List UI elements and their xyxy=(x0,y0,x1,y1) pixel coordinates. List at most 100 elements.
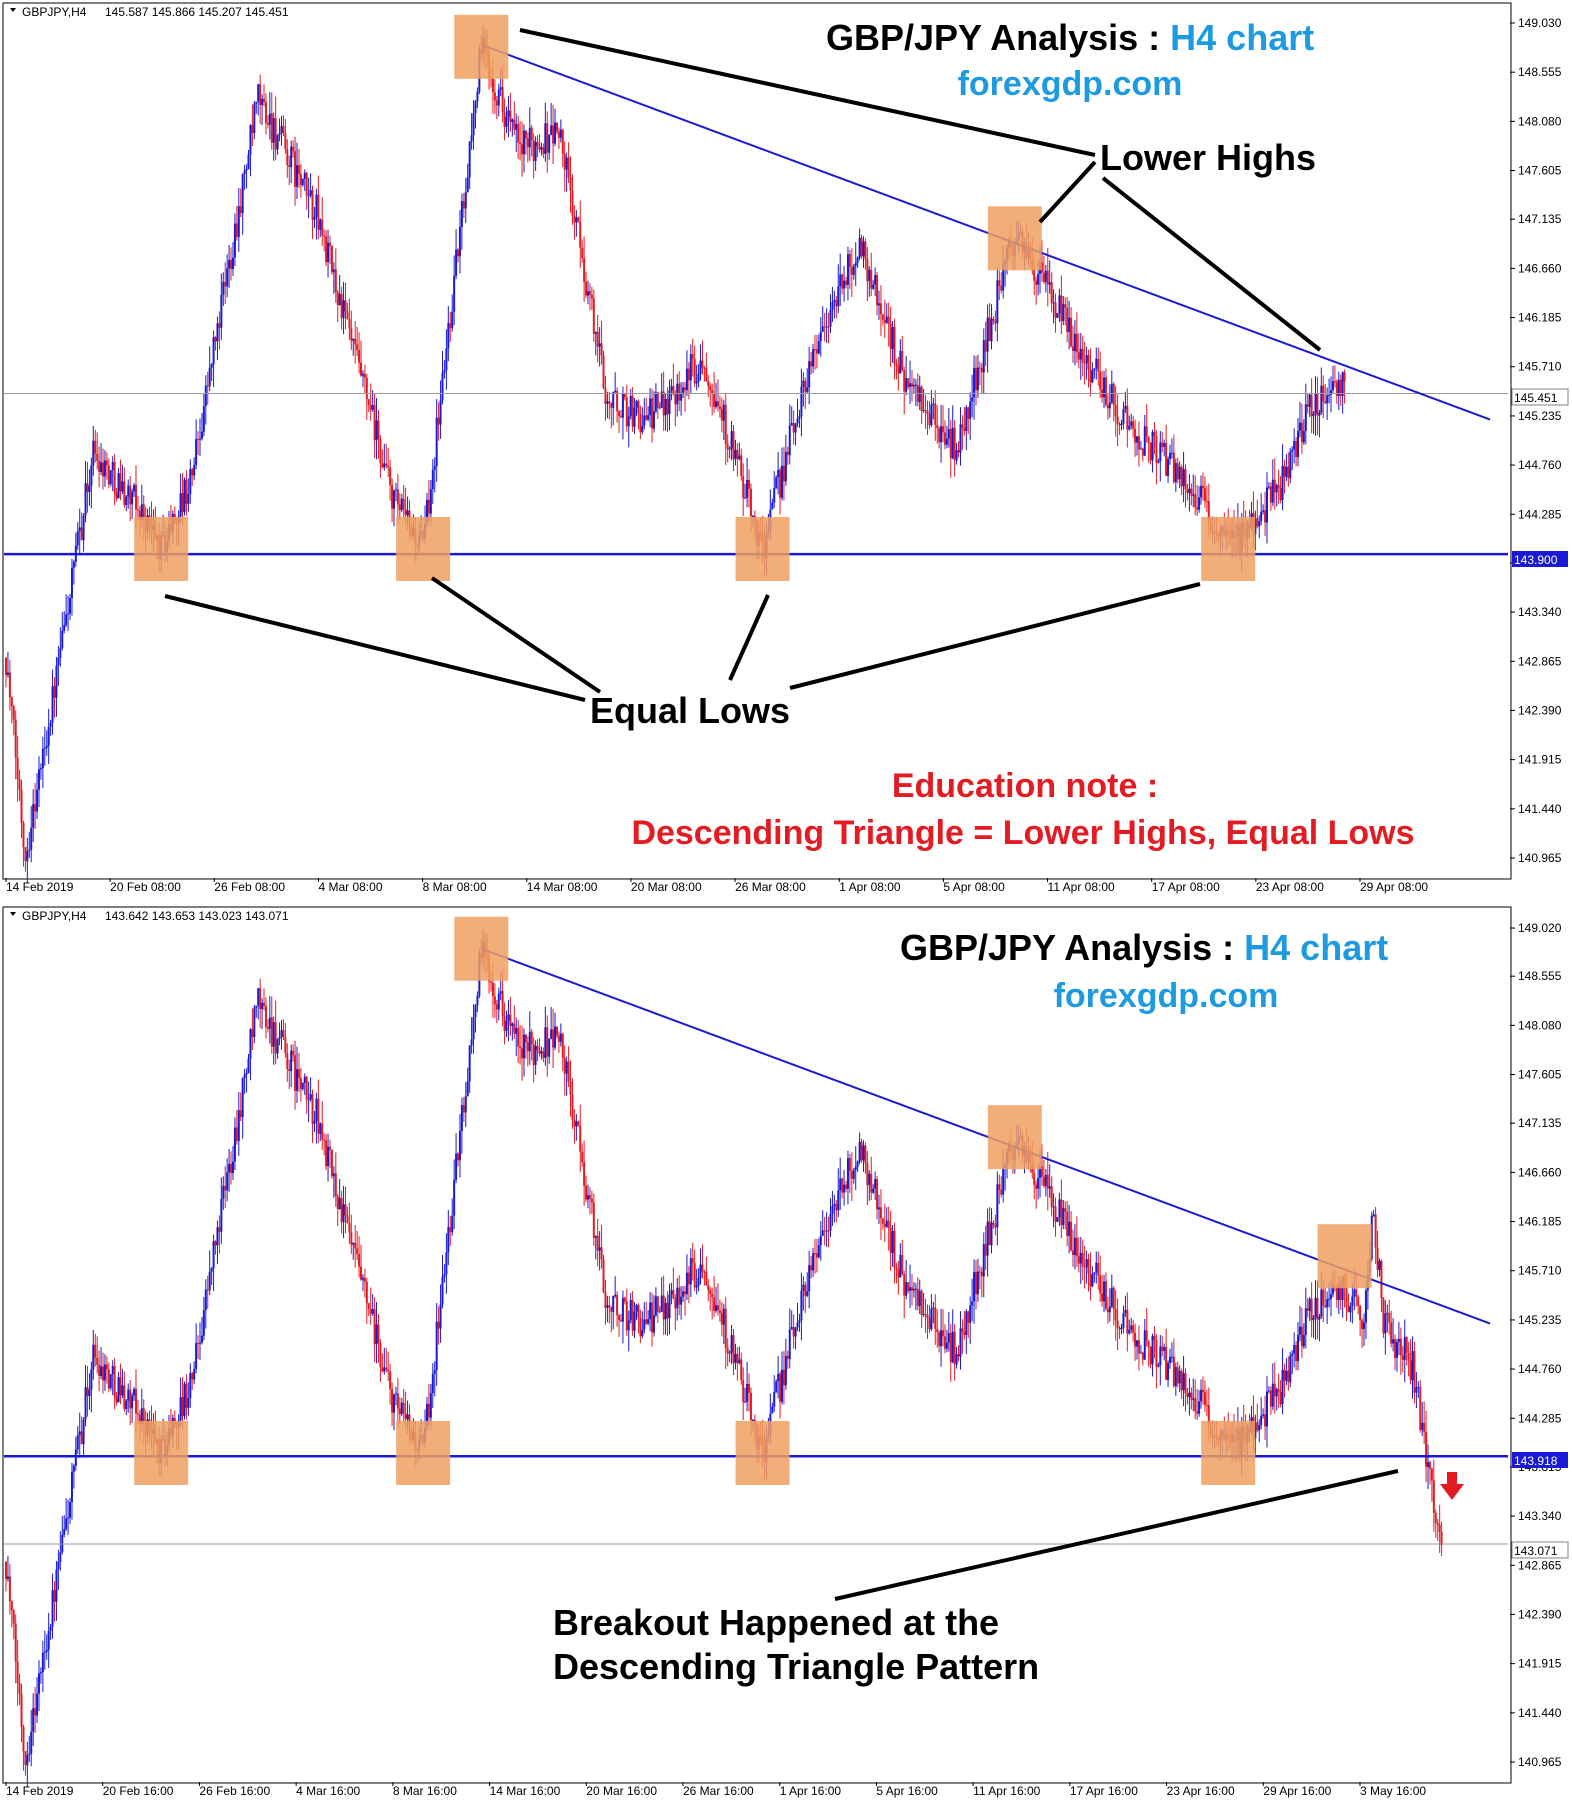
candle-body xyxy=(1192,494,1195,496)
candle-body xyxy=(1269,486,1272,503)
candle-body xyxy=(344,300,347,312)
candle-body xyxy=(1289,451,1292,479)
candle-body xyxy=(1190,1392,1193,1400)
candle-body xyxy=(627,1320,630,1331)
candle-body xyxy=(330,1149,333,1177)
x-tick-label: 23 Apr 16:00 xyxy=(1167,1784,1235,1798)
education-note-title: Education note : xyxy=(892,767,1158,805)
candle-body xyxy=(517,123,520,143)
candle-body xyxy=(569,1081,572,1095)
candle-body xyxy=(328,1146,331,1150)
candle-body xyxy=(1091,1274,1094,1287)
candle-body xyxy=(600,1247,603,1260)
candle-body xyxy=(1184,1373,1187,1394)
x-tick-label: 14 Mar 08:00 xyxy=(527,880,598,894)
candle-body xyxy=(920,1290,923,1315)
level-tag-box xyxy=(1512,551,1568,567)
candle-body xyxy=(1407,1352,1410,1361)
candle-body xyxy=(1180,1370,1183,1391)
candle-body xyxy=(1167,1362,1170,1380)
arrow-line xyxy=(1038,160,1097,224)
candle-body xyxy=(990,318,993,342)
candle-body xyxy=(1405,1337,1408,1353)
candle-body xyxy=(779,469,782,498)
highlight-box xyxy=(1201,1420,1256,1485)
candle-body xyxy=(546,1027,549,1057)
candle-body xyxy=(278,1036,281,1039)
candle-body xyxy=(1149,442,1152,461)
candle-body xyxy=(612,391,615,408)
lower-highs-label: Lower Highs xyxy=(1100,137,1316,178)
candle-body xyxy=(951,1331,954,1363)
candle-body xyxy=(614,390,617,392)
candle-body xyxy=(1124,405,1127,410)
candle-body xyxy=(404,1413,407,1420)
candle-body xyxy=(317,1098,320,1134)
candle-body xyxy=(1134,1332,1137,1347)
candle-body xyxy=(693,358,696,384)
candle-body xyxy=(367,1303,370,1309)
candle-body xyxy=(1364,1290,1367,1323)
panel-menu-icon[interactable] xyxy=(10,912,16,916)
candle-body xyxy=(59,648,62,658)
x-tick-label: 14 Feb 2019 xyxy=(6,1784,74,1798)
candle-body xyxy=(237,1110,240,1141)
candle-body xyxy=(288,165,291,168)
candle-body xyxy=(604,388,607,404)
candle-body xyxy=(876,1179,879,1210)
candle-body xyxy=(670,386,673,391)
candle-body xyxy=(328,242,331,246)
candle-body xyxy=(845,1184,848,1189)
candle-body xyxy=(284,133,287,149)
candle-body xyxy=(379,439,382,464)
candle-body xyxy=(10,1601,13,1611)
candle-body xyxy=(1341,372,1344,397)
candle-body xyxy=(728,1352,731,1354)
candle-body xyxy=(115,1396,118,1403)
candle-body xyxy=(466,1081,469,1097)
candle-body xyxy=(596,331,599,347)
candle-body xyxy=(212,1241,215,1269)
candle-body xyxy=(220,294,223,328)
candle-body xyxy=(975,367,977,391)
candle-body xyxy=(1039,1166,1042,1178)
candle-body xyxy=(187,493,190,504)
candle-body xyxy=(684,387,686,391)
candle-body xyxy=(5,1561,7,1580)
candle-body xyxy=(204,1289,207,1311)
candle-body xyxy=(848,254,851,267)
candle-body xyxy=(515,1027,518,1034)
candle-body xyxy=(839,274,842,287)
candle-body xyxy=(84,1387,87,1420)
candle-body xyxy=(707,381,710,387)
candle-body xyxy=(965,1311,968,1335)
candle-body xyxy=(796,418,799,424)
candle-body xyxy=(777,1373,780,1382)
candle-body xyxy=(736,1353,739,1364)
title-chart-type: H4 chart xyxy=(1244,927,1388,968)
candle-body xyxy=(501,87,504,113)
candle-body xyxy=(815,349,818,354)
candle-body xyxy=(67,613,70,615)
candle-body xyxy=(1108,1306,1111,1313)
candle-body xyxy=(984,1244,987,1256)
candle-body xyxy=(625,1301,628,1331)
candle-body xyxy=(1326,1299,1329,1308)
candle-body xyxy=(969,1305,972,1323)
candle-body xyxy=(195,438,198,466)
panel-menu-icon[interactable] xyxy=(10,8,16,12)
candle-body xyxy=(798,1320,801,1323)
candle-body xyxy=(910,1287,913,1291)
candle-body xyxy=(517,1027,520,1047)
candle-body xyxy=(131,491,134,505)
candle-body xyxy=(1417,1386,1420,1388)
candle-body xyxy=(245,1073,248,1075)
candle-body xyxy=(887,316,890,324)
candle-body xyxy=(730,1335,733,1353)
candle-body xyxy=(788,1329,791,1359)
candle-body xyxy=(635,1304,638,1312)
candle-body xyxy=(125,1400,128,1409)
candle-body xyxy=(585,1185,588,1200)
candle-body xyxy=(1267,486,1270,488)
candle-body xyxy=(1262,1414,1265,1416)
